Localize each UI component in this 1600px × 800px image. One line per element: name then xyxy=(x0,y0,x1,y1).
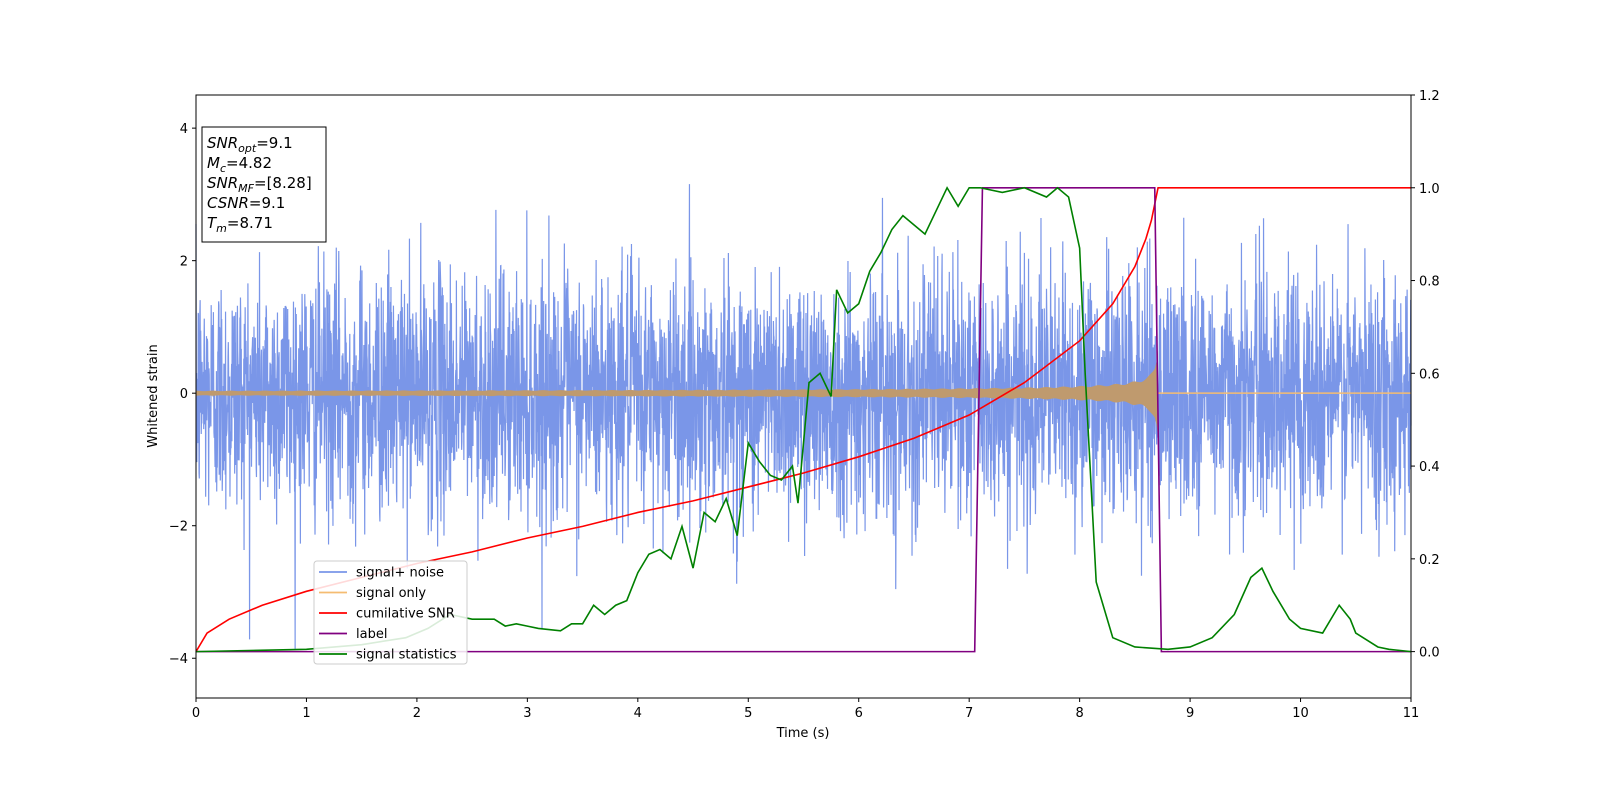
signal-statistics-line xyxy=(195,186,1412,653)
legend-label: signal statistics xyxy=(356,648,457,663)
x-tick-label: 10 xyxy=(1292,706,1309,721)
legend-label: signal+ noise xyxy=(356,566,444,581)
y2-tick-label: 0.8 xyxy=(1419,275,1440,290)
signal-only-series xyxy=(196,350,1411,437)
x-tick-label: 0 xyxy=(192,706,200,721)
y2-tick-label: 0.2 xyxy=(1419,553,1440,568)
info-line: SNRopt=9.1 xyxy=(207,134,293,155)
line-series-group xyxy=(195,186,1412,653)
y-axis-left: 4 2 0 −2 −4 xyxy=(169,122,196,667)
x-tick-label: 1 xyxy=(302,706,310,721)
y2-tick-label: 1.2 xyxy=(1419,89,1440,104)
plot-frame xyxy=(195,94,1412,699)
x-tick-label: 7 xyxy=(965,706,973,721)
y2-tick-label: 0.4 xyxy=(1419,460,1440,475)
y2-tick-label: 0.0 xyxy=(1419,646,1440,661)
x-tick-label: 3 xyxy=(523,706,531,721)
legend: signal+ noise signal only cumilative SNR la… xyxy=(313,560,468,665)
legend-label: signal only xyxy=(356,586,426,601)
label-line xyxy=(196,186,1411,653)
info-line: Mc=4.82 xyxy=(207,154,272,175)
y-axis-label: Whitened strain xyxy=(146,344,161,447)
x-tick-label: 9 xyxy=(1186,706,1194,721)
info-line: Tm=8.71 xyxy=(207,214,273,235)
y-tick-label: −2 xyxy=(169,520,188,535)
x-tick-label: 4 xyxy=(634,706,642,721)
y-tick-label: 4 xyxy=(180,122,188,137)
x-tick-label: 5 xyxy=(744,706,752,721)
legend-label: label xyxy=(356,627,387,642)
signal-only-envelope xyxy=(196,350,1159,437)
legend-label: cumilative SNR xyxy=(356,607,455,622)
y-tick-label: −4 xyxy=(169,652,188,667)
x-tick-label: 2 xyxy=(413,706,421,721)
x-tick-label: 8 xyxy=(1075,706,1083,721)
info-line: CSNR=9.1 xyxy=(207,194,285,212)
x-tick-label: 11 xyxy=(1403,706,1420,721)
x-axis: 0 1 2 3 4 5 6 7 8 9 10 11 xyxy=(192,698,1419,721)
cumulative-snr-line xyxy=(195,186,1411,653)
y-tick-label: 0 xyxy=(180,387,188,402)
y2-tick-label: 0.6 xyxy=(1419,367,1440,382)
x-tick-label: 6 xyxy=(855,706,863,721)
y2-tick-label: 1.0 xyxy=(1419,182,1440,197)
info-line: SNRMF=[8.28] xyxy=(207,174,312,195)
y-tick-label: 2 xyxy=(180,255,188,270)
x-axis-label: Time (s) xyxy=(776,726,830,741)
y-axis-right: 1.2 1.0 0.8 0.6 0.4 0.2 0.0 xyxy=(1411,89,1440,661)
